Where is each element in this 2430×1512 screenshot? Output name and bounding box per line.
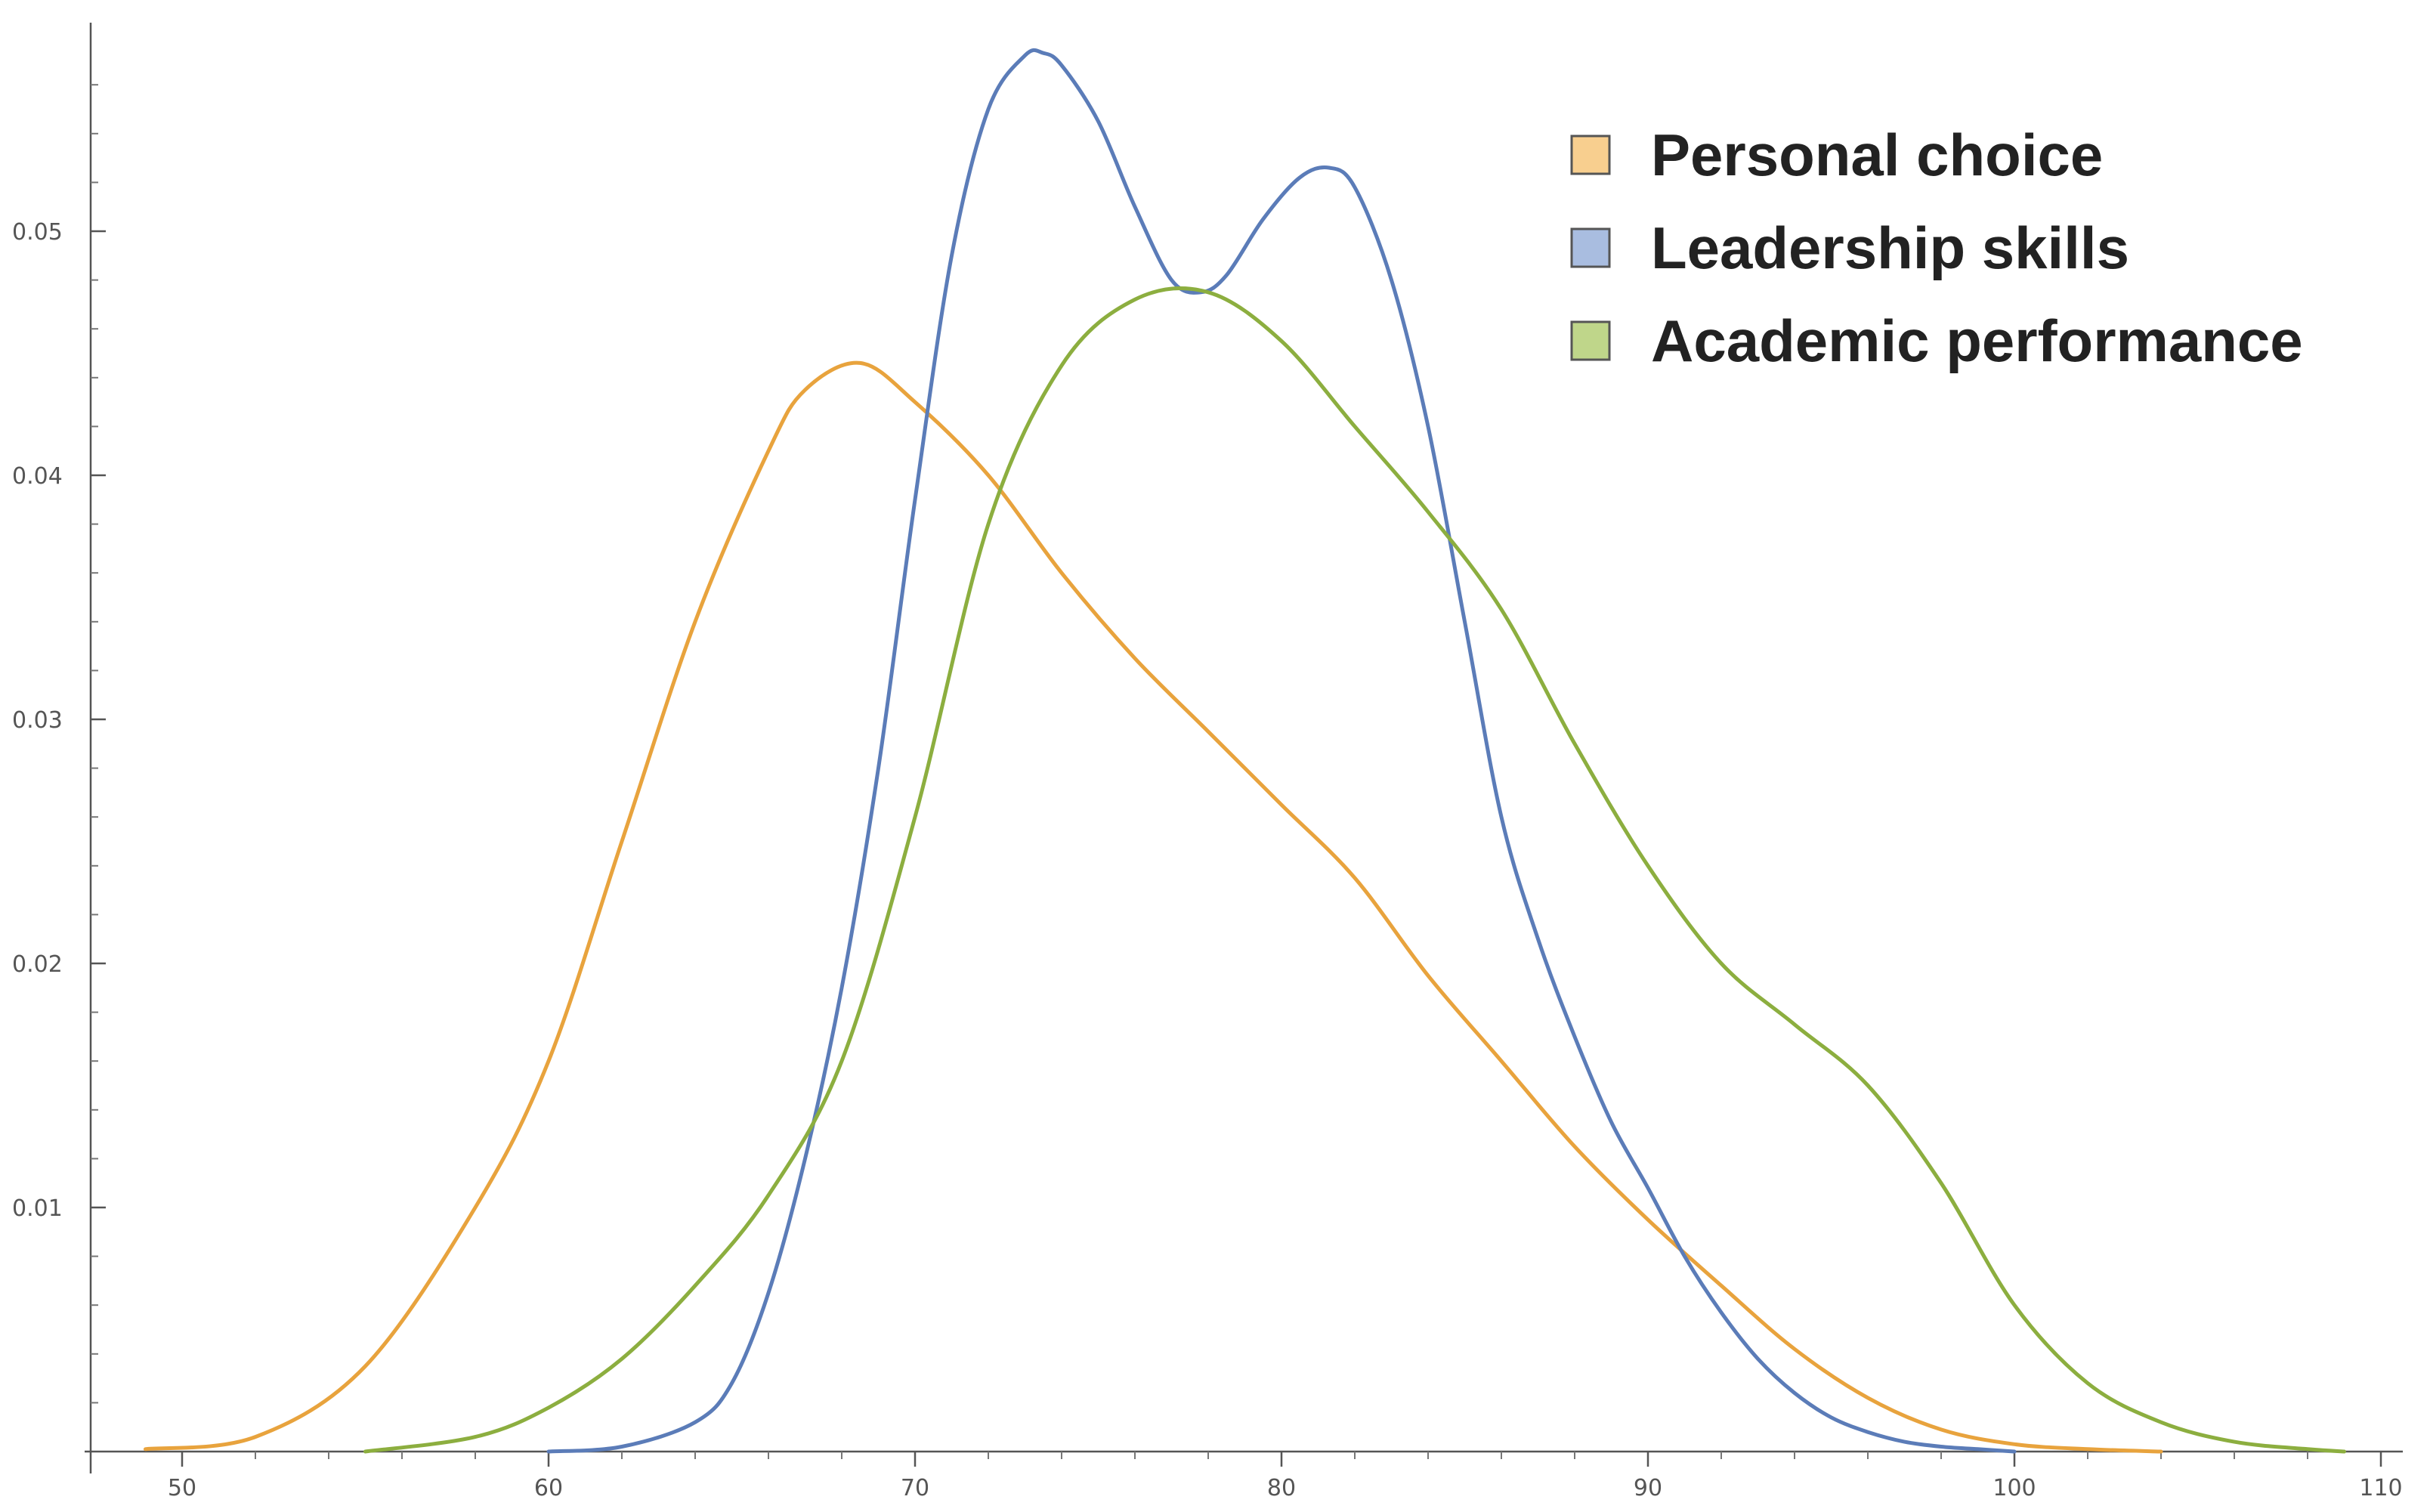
series-line-academic-performance [363,286,2346,1454]
legend-label-personal-choice: Personal choice [1651,122,2103,188]
x-tick-label: 70 [901,1475,929,1501]
x-tick-label: 50 [168,1475,196,1501]
legend-swatch-leadership-skills [1570,227,1611,268]
legend-label-academic-performance: Academic performance [1651,308,2303,374]
axes: 50 60 70 80 90 100 110 0.01 0.02 0.03 0.04 0.05 [12,23,2403,1501]
y-tick-label: 0.01 [12,1195,63,1222]
x-tick-label: 80 [1267,1475,1296,1501]
legend: Personal choice Leadership skills Academic… [1570,122,2303,374]
series-group [144,48,2346,1454]
series-line-leadership-skills [546,48,2017,1454]
x-tick-label: 110 [2359,1475,2402,1501]
x-tick-label: 100 [1993,1475,2036,1501]
y-tick-label: 0.03 [12,707,63,734]
series-line-personal-choice [144,360,2163,1454]
x-tick-label: 60 [534,1475,563,1501]
legend-label-leadership-skills: Leadership skills [1651,215,2129,281]
x-tick-label: 90 [1634,1475,1662,1501]
y-tick-label: 0.02 [12,951,63,978]
y-tick-label: 0.05 [12,219,63,246]
y-tick-label: 0.04 [12,463,63,490]
legend-swatch-academic-performance [1570,320,1611,361]
legend-swatch-personal-choice [1570,135,1611,175]
